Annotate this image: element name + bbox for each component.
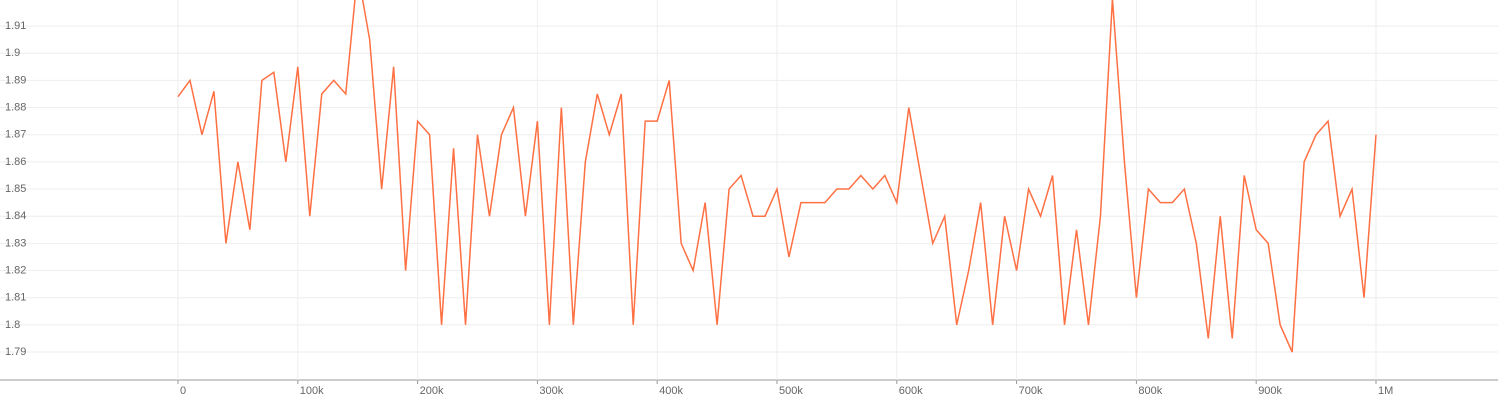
y-tick-label: 1.89 bbox=[5, 74, 26, 86]
x-tick-label: 1M bbox=[1378, 385, 1393, 397]
x-tick-label: 400k bbox=[659, 385, 683, 397]
y-tick-label: 1.87 bbox=[5, 129, 26, 141]
x-tick-label: 200k bbox=[420, 385, 444, 397]
x-tick-label: 600k bbox=[899, 385, 923, 397]
y-tick-label: 1.9 bbox=[5, 47, 20, 59]
x-tick-label: 500k bbox=[779, 385, 803, 397]
y-tick-label: 1.86 bbox=[5, 156, 26, 168]
y-tick-label: 1.88 bbox=[5, 101, 26, 113]
y-tick-label: 1.79 bbox=[5, 346, 26, 358]
x-tick-label: 0 bbox=[180, 385, 186, 397]
y-tick-label: 1.81 bbox=[5, 292, 26, 304]
y-tick-label: 1.91 bbox=[5, 20, 26, 32]
grid bbox=[0, 0, 1498, 384]
y-tick-label: 1.83 bbox=[5, 237, 26, 249]
labels: 1.79 1.8 1.81 1.82 1.83 1.84 1.85 1.86 1.87 1.88 1… bbox=[5, 20, 1393, 397]
x-tick-label: 100k bbox=[300, 385, 324, 397]
line bbox=[177, 0, 1377, 353]
x-tick-label: 700k bbox=[1019, 385, 1043, 397]
y-tick-label: 1.8 bbox=[5, 319, 20, 331]
x-tick-label: 800k bbox=[1138, 385, 1162, 397]
plot-area bbox=[177, 0, 1377, 353]
y-tick-label: 1.84 bbox=[5, 210, 26, 222]
x-tick-label: 900k bbox=[1258, 385, 1282, 397]
y-tick-label: 1.82 bbox=[5, 264, 26, 276]
x-tick-label: 300k bbox=[539, 385, 563, 397]
y-tick-label: 1.85 bbox=[5, 183, 26, 195]
